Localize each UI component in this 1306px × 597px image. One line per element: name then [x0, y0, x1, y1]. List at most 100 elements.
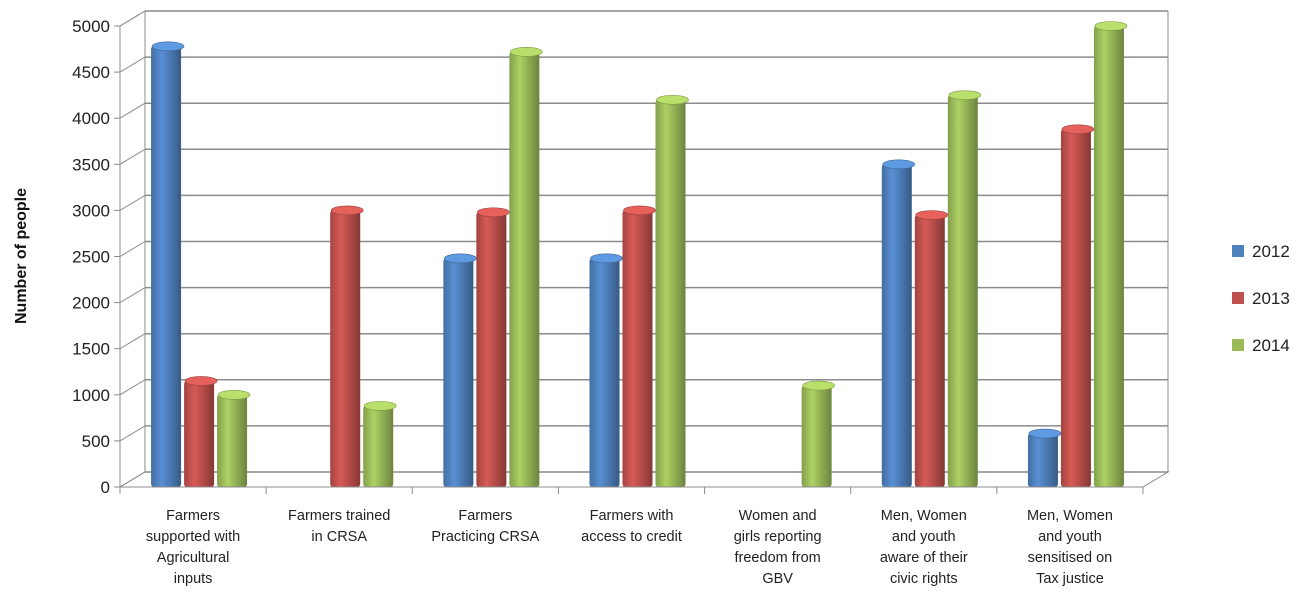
- category-label: Men, Women and youth aware of their civic r…: [880, 508, 968, 587]
- bar-top: [1094, 21, 1128, 31]
- bar-body: [655, 99, 686, 487]
- bar-body: [947, 95, 978, 488]
- legend-label: 2012: [1252, 242, 1290, 261]
- bar: [1027, 428, 1062, 487]
- category-label-line: aware of their: [880, 550, 968, 566]
- category-label-line: Tax justice: [1036, 571, 1104, 587]
- bar-top: [656, 94, 689, 105]
- y-tick-label: 3500: [72, 155, 110, 174]
- bar-body: [184, 380, 215, 487]
- bar-top: [510, 47, 543, 57]
- category-label-line: access to credit: [581, 529, 682, 545]
- bar: [1060, 124, 1095, 487]
- bar-top: [802, 380, 835, 391]
- bar-top: [151, 41, 185, 52]
- bar: [217, 389, 251, 487]
- bar-body: [151, 46, 182, 488]
- bar-body: [589, 258, 620, 487]
- bars: [151, 21, 1128, 488]
- category-label-line: Farmers: [458, 508, 512, 524]
- bar-body: [443, 258, 474, 487]
- bar-top: [623, 205, 656, 216]
- bar-top: [217, 389, 251, 400]
- gridline-side: [119, 56, 146, 73]
- gridline-side: [119, 287, 146, 304]
- bar: [363, 401, 397, 487]
- bar: [914, 210, 949, 487]
- bar-body: [1060, 129, 1091, 487]
- bar-body: [622, 210, 653, 487]
- gridline-side: [119, 379, 146, 396]
- bar-top: [444, 253, 477, 264]
- bar-body: [914, 215, 945, 487]
- y-axis-ticks: 0 500 1000 1500 2000 2500 3000 3500 4000 4500 5000: [72, 17, 120, 497]
- legend-label: 2014: [1252, 336, 1290, 355]
- bar-body: [881, 164, 912, 488]
- bar: [330, 205, 364, 487]
- y-tick-label: 4500: [72, 63, 110, 82]
- gridline-side: [119, 241, 146, 257]
- bar-top: [1061, 124, 1095, 135]
- y-tick-label: 500: [82, 432, 110, 451]
- category-label-line: civic rights: [890, 571, 958, 587]
- gridline-side: [119, 471, 146, 488]
- category-label: Farmers Practicing CRSA: [431, 508, 539, 545]
- bar-body: [330, 210, 361, 487]
- bar: [589, 253, 623, 487]
- bar-body: [1093, 26, 1124, 487]
- bar-top: [363, 401, 397, 411]
- category-label-line: freedom from: [735, 550, 821, 566]
- y-tick-label: 2000: [72, 294, 110, 313]
- category-label-line: Agricultural: [157, 550, 230, 566]
- category-label: Women and girls reporting freedom from GBV: [734, 508, 822, 587]
- gridline-side: [119, 194, 146, 211]
- category-label-line: in CRSA: [311, 529, 367, 545]
- legend-swatch: [1232, 339, 1244, 351]
- category-label-line: GBV: [762, 571, 793, 587]
- category-label-line: Women and: [739, 508, 817, 524]
- y-tick-label: 1500: [72, 340, 110, 359]
- category-label-line: Men, Women: [1027, 508, 1113, 524]
- legend-label: 2013: [1252, 289, 1290, 308]
- category-label-line: Practicing CRSA: [431, 529, 539, 545]
- y-axis-label: Number of people: [13, 188, 30, 324]
- gridline-side: [119, 333, 146, 350]
- gridline-side: [119, 148, 146, 165]
- gridline-side: [119, 102, 146, 119]
- y-tick-label: 4000: [72, 109, 110, 128]
- bar-body: [801, 385, 832, 487]
- bar: [1093, 21, 1128, 487]
- category-label-line: and youth: [892, 529, 956, 545]
- category-label-line: Farmers trained: [288, 508, 390, 524]
- category-label: Men, Women and youth sensitised on Tax just…: [1027, 508, 1113, 587]
- bar-body: [363, 405, 394, 487]
- bar-top: [915, 210, 949, 220]
- category-label: Farmers trained in CRSA: [288, 508, 390, 545]
- category-label: Farmers supported with Agricultural inputs: [146, 508, 240, 587]
- bar-body: [1027, 433, 1058, 487]
- category-label-line: Farmers: [166, 508, 220, 524]
- bar: [655, 94, 689, 487]
- bar-top: [1028, 428, 1062, 439]
- bar: [801, 380, 835, 487]
- bar: [443, 253, 477, 487]
- y-tick-label: 1000: [72, 386, 110, 405]
- category-label-line: Men, Women: [881, 508, 967, 524]
- bar-body: [217, 394, 248, 487]
- bar-body: [509, 51, 540, 487]
- bar: [476, 207, 510, 487]
- bar: [184, 376, 218, 487]
- bar-top: [948, 90, 982, 100]
- legend-swatch: [1232, 245, 1244, 257]
- bar: [947, 90, 982, 488]
- y-tick-label: 0: [101, 478, 110, 497]
- category-label-line: Farmers with: [590, 508, 674, 524]
- gridline-side: [119, 10, 146, 27]
- category-label-line: girls reporting: [734, 529, 822, 545]
- gridline-side: [119, 425, 146, 442]
- bar-top: [590, 253, 623, 264]
- legend-swatch: [1232, 292, 1244, 304]
- bar: [151, 41, 185, 488]
- category-label: Farmers with access to credit: [581, 508, 682, 545]
